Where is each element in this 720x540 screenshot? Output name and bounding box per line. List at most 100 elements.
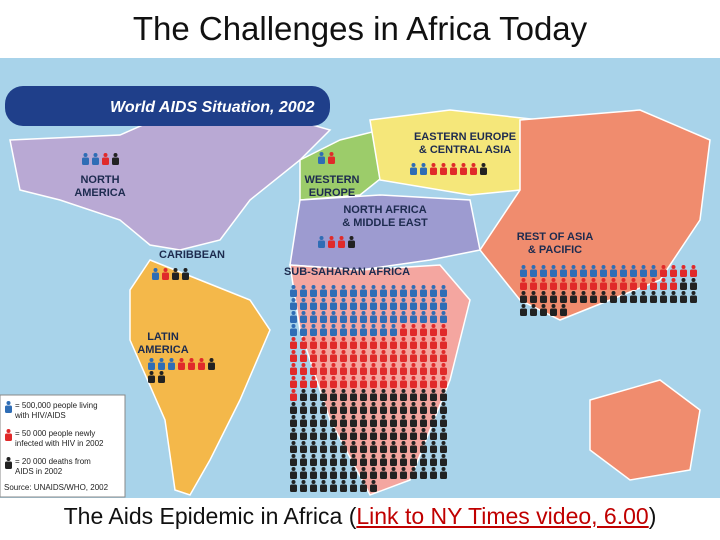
figure-body bbox=[650, 295, 657, 303]
figure-head bbox=[199, 358, 204, 362]
figure-head bbox=[591, 291, 596, 295]
figure-group bbox=[152, 268, 159, 280]
video-link[interactable]: Link to NY Times video, 6.00 bbox=[356, 503, 649, 529]
figure-body bbox=[5, 461, 12, 469]
figure-body bbox=[310, 484, 317, 492]
figure-body bbox=[380, 458, 387, 466]
figure-head bbox=[291, 467, 296, 471]
figure-body bbox=[660, 269, 667, 277]
figure-body bbox=[350, 367, 357, 375]
figure-body bbox=[370, 419, 377, 427]
caption-text: ) bbox=[648, 503, 657, 529]
figure-head bbox=[361, 311, 366, 315]
figure-body bbox=[410, 419, 417, 427]
figure-body bbox=[380, 315, 387, 323]
figure-head bbox=[351, 467, 356, 471]
figure-head bbox=[371, 324, 376, 328]
figure-head bbox=[179, 358, 184, 362]
figure-head bbox=[431, 363, 436, 367]
figure-head bbox=[361, 363, 366, 367]
figure-body bbox=[360, 328, 367, 336]
legend-text: = 500,000 people living bbox=[15, 401, 98, 410]
figure-body bbox=[330, 315, 337, 323]
figure-group bbox=[430, 163, 477, 175]
figure-head bbox=[681, 278, 686, 282]
figure-body bbox=[690, 295, 697, 303]
figure-body bbox=[410, 393, 417, 401]
figure-body bbox=[420, 471, 427, 479]
figure-body bbox=[410, 341, 417, 349]
figure-head bbox=[351, 428, 356, 432]
figure-body bbox=[400, 289, 407, 297]
figure-body bbox=[198, 362, 205, 370]
figure-head bbox=[339, 236, 344, 240]
figure-body bbox=[360, 302, 367, 310]
figure-head bbox=[321, 480, 326, 484]
figure-body bbox=[440, 302, 447, 310]
figure-head bbox=[411, 415, 416, 419]
figure-body bbox=[360, 458, 367, 466]
figure-head bbox=[401, 402, 406, 406]
figure-body bbox=[330, 406, 337, 414]
figure-head bbox=[341, 363, 346, 367]
figure-head bbox=[441, 454, 446, 458]
figure-head bbox=[351, 389, 356, 393]
figure-head bbox=[341, 467, 346, 471]
region-label: AMERICA bbox=[74, 187, 125, 199]
figure-head bbox=[291, 415, 296, 419]
figure-head bbox=[611, 278, 616, 282]
figure-body bbox=[640, 269, 647, 277]
figure-body bbox=[400, 315, 407, 323]
figure-body bbox=[350, 445, 357, 453]
figure-head bbox=[441, 285, 446, 289]
figure-body bbox=[440, 432, 447, 440]
figure-head bbox=[291, 441, 296, 445]
figure-head bbox=[351, 402, 356, 406]
figure-head bbox=[381, 298, 386, 302]
figure-body bbox=[480, 167, 487, 175]
figure-head bbox=[391, 467, 396, 471]
figure-body bbox=[320, 393, 327, 401]
figure-body bbox=[360, 419, 367, 427]
figure-head bbox=[461, 163, 466, 167]
figure-head bbox=[349, 236, 354, 240]
figure-body bbox=[182, 272, 189, 280]
figure-head bbox=[341, 311, 346, 315]
figure-body bbox=[350, 354, 357, 362]
figure-head bbox=[431, 402, 436, 406]
figure-head bbox=[331, 376, 336, 380]
figure-head bbox=[103, 153, 108, 157]
figure-body bbox=[340, 354, 347, 362]
figure-body bbox=[310, 471, 317, 479]
figure-head bbox=[311, 324, 316, 328]
figure-head bbox=[651, 278, 656, 282]
figure-head bbox=[551, 291, 556, 295]
figure-body bbox=[360, 367, 367, 375]
figure-head bbox=[351, 298, 356, 302]
legend-text: = 20 000 deaths from bbox=[15, 457, 91, 466]
figure-head bbox=[301, 441, 306, 445]
figure-body bbox=[320, 367, 327, 375]
figure-head bbox=[441, 402, 446, 406]
figure-body bbox=[340, 445, 347, 453]
figure-body bbox=[410, 458, 417, 466]
figure-head bbox=[401, 454, 406, 458]
figure-head bbox=[311, 428, 316, 432]
figure-body bbox=[370, 406, 377, 414]
figure-body bbox=[390, 367, 397, 375]
figure-body bbox=[400, 354, 407, 362]
figure-head bbox=[311, 311, 316, 315]
figure-head bbox=[691, 291, 696, 295]
figure-body bbox=[390, 393, 397, 401]
figure-body bbox=[340, 302, 347, 310]
figure-head bbox=[381, 376, 386, 380]
figure-head bbox=[153, 268, 158, 272]
figure-body bbox=[380, 406, 387, 414]
figure-head bbox=[431, 298, 436, 302]
figure-body bbox=[530, 295, 537, 303]
figure-body bbox=[300, 341, 307, 349]
region-label: & PACIFIC bbox=[528, 244, 582, 256]
figure-head bbox=[581, 265, 586, 269]
figure-body bbox=[610, 282, 617, 290]
figure-head bbox=[331, 402, 336, 406]
